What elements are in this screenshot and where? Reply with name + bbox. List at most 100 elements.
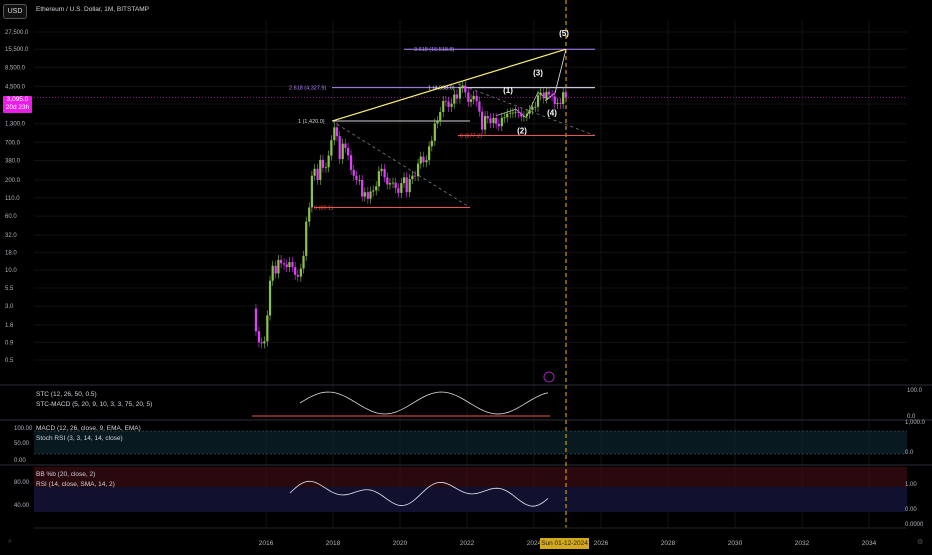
- candle-body: [444, 100, 447, 102]
- candle-body: [291, 262, 294, 268]
- candle-body: [271, 265, 274, 281]
- price-tick-label: 200.0: [5, 178, 21, 184]
- candle-body: [369, 191, 372, 199]
- candle-body: [341, 143, 344, 160]
- candle-body: [405, 177, 408, 193]
- wave-label: (4): [547, 109, 557, 118]
- candle-body: [522, 116, 526, 117]
- candle-body: [506, 113, 509, 118]
- candle-body: [305, 221, 308, 256]
- candle-body: [447, 101, 450, 107]
- current-price: 3,095.0: [6, 96, 29, 103]
- candle-body: [352, 169, 355, 176]
- price-tick-label: 18.0: [5, 250, 17, 256]
- stoch-rsi-label[interactable]: Stoch RSI (3, 3, 14, 14, close): [36, 435, 123, 442]
- candle-body: [486, 116, 489, 119]
- candle-body: [316, 168, 319, 180]
- candle-body: [433, 123, 436, 141]
- candle-body: [391, 182, 395, 184]
- candle-body: [400, 183, 403, 193]
- wave-label: (1): [503, 86, 513, 95]
- candle-body: [422, 156, 425, 163]
- candle-body: [266, 315, 269, 342]
- candle-body: [511, 112, 514, 114]
- candle-body: [497, 123, 500, 127]
- price-tick-label: 110.0: [5, 196, 20, 202]
- candle-body: [386, 177, 389, 185]
- rsi-line: [289, 480, 549, 507]
- time-tick-label: 2022: [460, 540, 475, 547]
- candle-body: [562, 92, 565, 104]
- price-tick-label: 1,300.0: [5, 122, 26, 128]
- rsi-axis-label-right: 0.0000: [905, 522, 924, 528]
- candle-body: [559, 102, 562, 104]
- price-tick-label: 5.5: [5, 286, 14, 292]
- candle-body: [428, 146, 431, 161]
- settings-icon[interactable]: ⚙: [917, 539, 924, 546]
- candle-body: [299, 268, 302, 277]
- stc-label[interactable]: STC (12, 26, 50, 0.5): [36, 391, 97, 398]
- bb-percent-label[interactable]: BB %b (20, close, 2): [36, 471, 96, 478]
- candle-body: [319, 159, 322, 180]
- candle-body: [294, 267, 297, 275]
- candle-body: [509, 112, 512, 114]
- candle-body: [514, 111, 517, 113]
- time-tick-label: 2032: [795, 540, 810, 547]
- candle-body: [302, 255, 305, 269]
- candle-body: [308, 207, 311, 222]
- rising-trendline: [331, 48, 567, 122]
- candle-body: [333, 127, 336, 141]
- candle-body: [545, 91, 548, 99]
- event-badge-icon: [543, 371, 555, 383]
- candle-body: [547, 91, 551, 95]
- candle-body: [539, 92, 542, 96]
- candle-body: [296, 274, 299, 277]
- currency-button[interactable]: USD: [3, 4, 27, 19]
- stc-axis-label: 100.0: [907, 388, 923, 394]
- wave-label: (5): [559, 29, 569, 38]
- symbol-title: Ethereum / U.S. Dollar, 1M, BITSTAMP: [36, 6, 149, 13]
- candle-body: [327, 155, 330, 168]
- candle-body: [355, 175, 358, 180]
- candle-body: [416, 163, 420, 177]
- candle-body: [480, 111, 484, 130]
- time-tick-label: 2018: [326, 540, 341, 547]
- candle-body: [288, 262, 291, 268]
- price-tick-label: 0.9: [5, 340, 14, 346]
- timezone-icon[interactable]: ⌕: [8, 538, 12, 545]
- fib-label: 2.618 (4,327.9): [289, 86, 326, 92]
- candle-body: [372, 190, 375, 192]
- current-price-tag: 3,095.0 20d 23h: [3, 96, 32, 113]
- candle-body: [397, 188, 400, 193]
- price-tick-label: 1.6: [5, 323, 14, 329]
- rsi-label[interactable]: RSI (14, close, SMA, 14, 2): [36, 481, 115, 488]
- candle-body: [383, 168, 386, 178]
- macd-label[interactable]: MACD (12, 26, close, 9, EMA, EMA): [36, 425, 141, 432]
- candle-body: [458, 87, 462, 99]
- candle-body: [313, 168, 316, 176]
- macd-axis-label: 0.00: [14, 458, 26, 464]
- candle-body: [321, 159, 325, 168]
- date-marker-label: Sun 01-12-2024: [540, 538, 589, 549]
- wave-label: (3): [533, 68, 543, 77]
- indicator-panes: [0, 384, 932, 512]
- fib-label: 1 (4,868.0): [428, 86, 455, 92]
- candle-body: [361, 179, 364, 197]
- candle-body: [455, 94, 459, 99]
- candle-body: [556, 102, 559, 104]
- stc-macd-label[interactable]: STC-MACD (5, 20, 9, 10, 3, 3, 75, 20, 5): [36, 401, 153, 408]
- candle-body: [542, 92, 545, 99]
- candle-layer: [254, 80, 567, 349]
- candle-body: [408, 179, 411, 193]
- descending-dashed-line: [457, 83, 596, 136]
- price-tick-label: 700.0: [5, 140, 21, 146]
- candle-body: [430, 140, 433, 147]
- candle-body: [338, 136, 341, 160]
- macd-axis-label-right: 1,000.0: [905, 420, 926, 426]
- price-tick-label: 3.0: [5, 304, 14, 310]
- candle-body: [324, 167, 328, 169]
- candle-body: [531, 106, 534, 111]
- candle-body: [550, 94, 554, 97]
- time-tick-label: 2016: [259, 540, 274, 547]
